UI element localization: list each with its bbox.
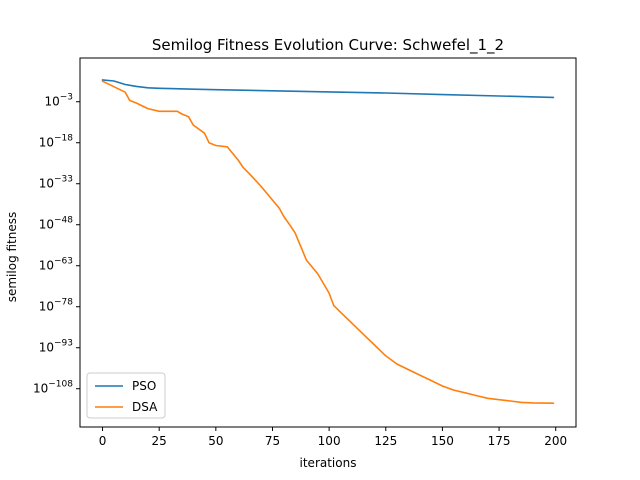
y-tick-label: 10−63 [39, 257, 73, 273]
x-tick-label: 100 [318, 434, 341, 448]
x-tick-label: 175 [488, 434, 511, 448]
y-axis-label: semilog fitness [5, 212, 19, 303]
x-tick-label: 0 [99, 434, 107, 448]
legend-label-dsa: DSA [132, 400, 158, 414]
plot-frame [79, 57, 577, 428]
y-tick-label: 10−33 [39, 175, 73, 191]
y-tick-label: 10−108 [33, 380, 73, 396]
y-tick-label: 10−48 [39, 216, 74, 232]
x-tick-label: 75 [265, 434, 280, 448]
x-axis-ticks: 0 25 50 75 100 125 150 175 200 [99, 427, 567, 448]
x-tick-label: 200 [544, 434, 567, 448]
x-tick-label: 50 [208, 434, 223, 448]
y-axis-ticks: 10−3 10−18 10−33 10−48 10−63 10−78 10−93 10−108 [33, 93, 80, 396]
chart-title: Semilog Fitness Evolution Curve: Schwefe… [152, 36, 504, 55]
legend: PSO DSA [86, 372, 166, 419]
series-line-dsa [101, 80, 555, 405]
y-tick-label: 10−18 [39, 134, 74, 150]
series-line-pso [101, 79, 555, 99]
legend-label-pso: PSO [132, 379, 156, 393]
x-tick-label: 25 [152, 434, 167, 448]
x-tick-label: 125 [374, 434, 397, 448]
y-tick-label: 10−78 [39, 298, 74, 314]
y-tick-label: 10−93 [39, 339, 73, 355]
x-axis-label: iterations [300, 456, 357, 470]
x-tick-label: 150 [431, 434, 454, 448]
y-tick-label: 10−3 [44, 93, 73, 109]
plot-area [79, 57, 577, 428]
series-lines [101, 79, 555, 405]
